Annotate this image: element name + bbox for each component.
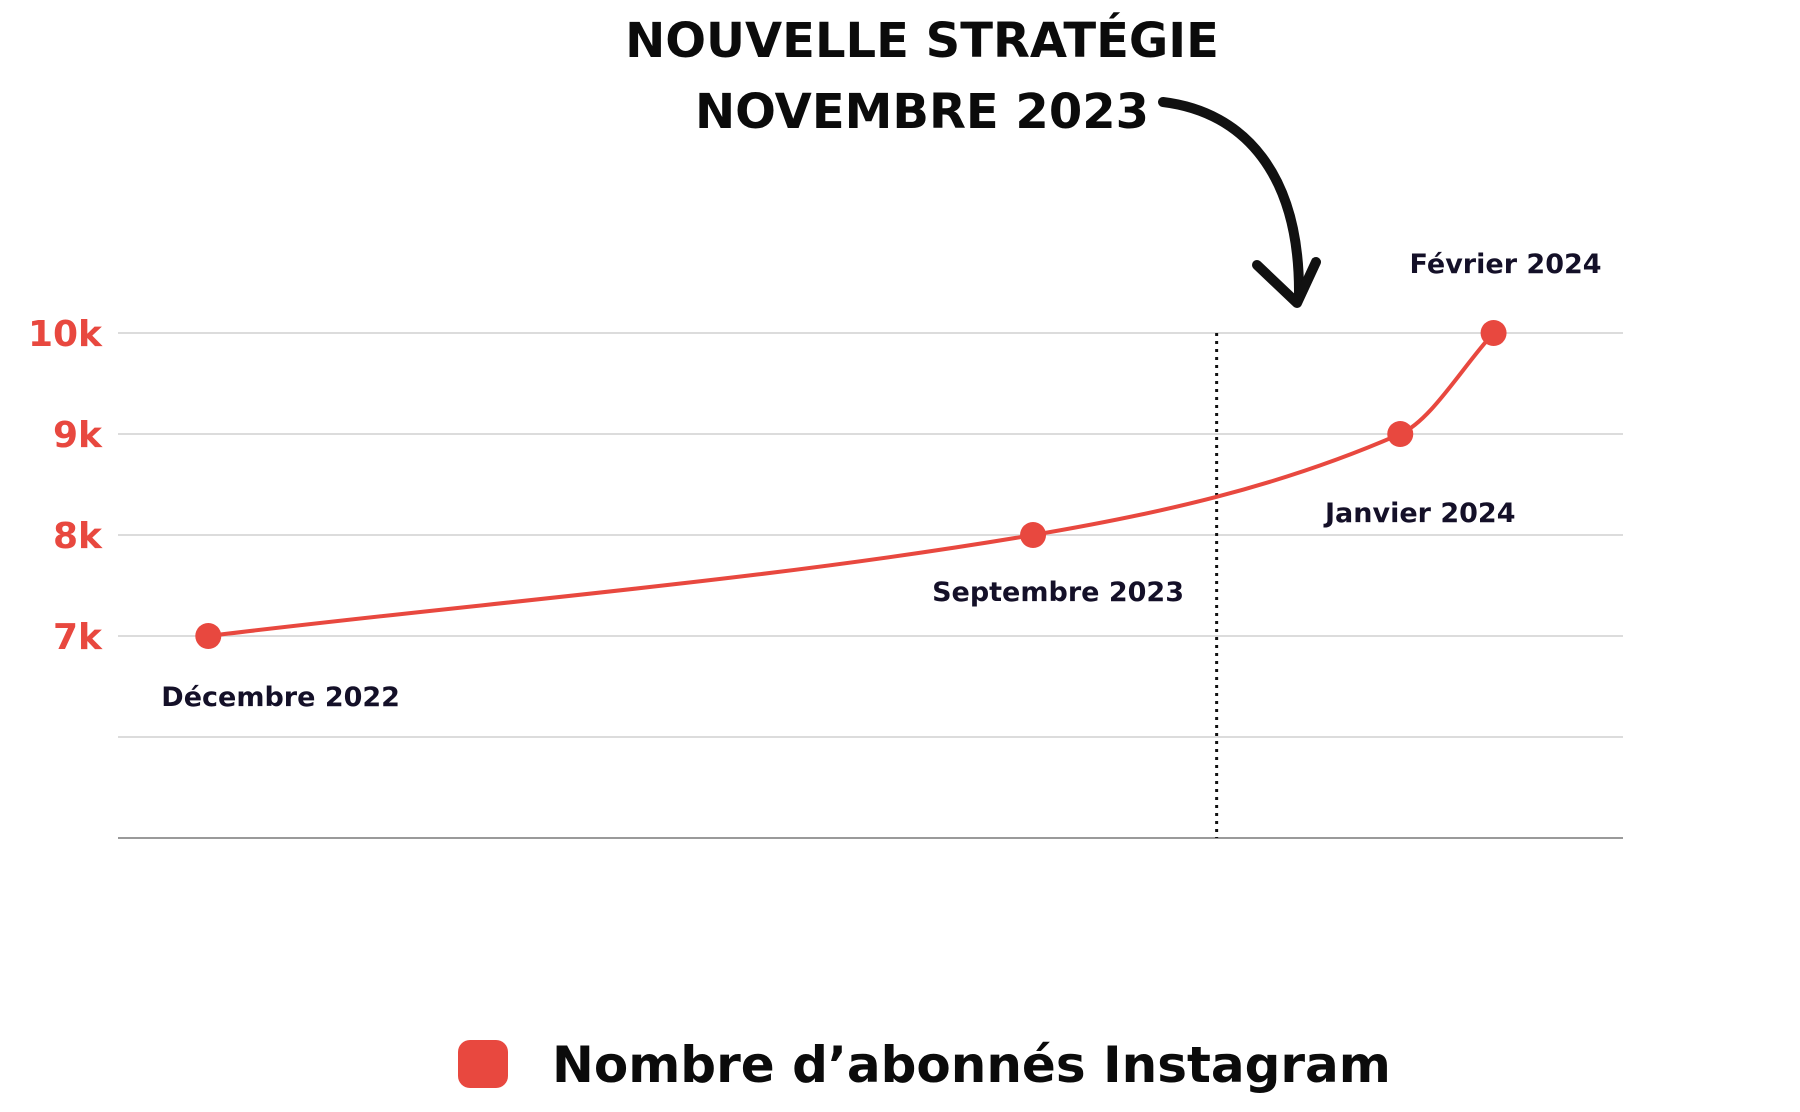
legend-label: Nombre d’abonnés Instagram (552, 1036, 1391, 1094)
data-point (1020, 522, 1047, 548)
data-point (195, 623, 222, 649)
data-point (1387, 421, 1414, 447)
annotation-arrowhead-icon (1252, 257, 1321, 308)
y-axis-ticks: 10k 9k 8k 7k (28, 314, 103, 658)
y-tick-label: 9k (53, 415, 103, 456)
data-point-label: Décembre 2022 (161, 682, 400, 713)
y-tick-label: 10k (28, 314, 103, 355)
y-tick-label: 8k (53, 516, 103, 557)
y-tick-label: 7k (53, 617, 103, 658)
legend-swatch (458, 1040, 508, 1088)
annotation-title-line-1: NOUVELLE STRATÉGIE (625, 12, 1219, 69)
data-point-label: Février 2024 (1410, 249, 1602, 280)
data-point (1480, 320, 1507, 346)
annotation-arrow-icon (1158, 97, 1305, 300)
gridlines (118, 332, 1623, 738)
data-points (195, 320, 1507, 649)
series-line (206, 331, 1496, 638)
data-point-label: Septembre 2023 (932, 577, 1184, 608)
data-point-label: Janvier 2024 (1323, 498, 1516, 529)
data-point-labels: Décembre 2022 Septembre 2023 Janvier 2024 F… (161, 249, 1601, 713)
annotation-title-line-2: NOVEMBRE 2023 (695, 84, 1149, 140)
